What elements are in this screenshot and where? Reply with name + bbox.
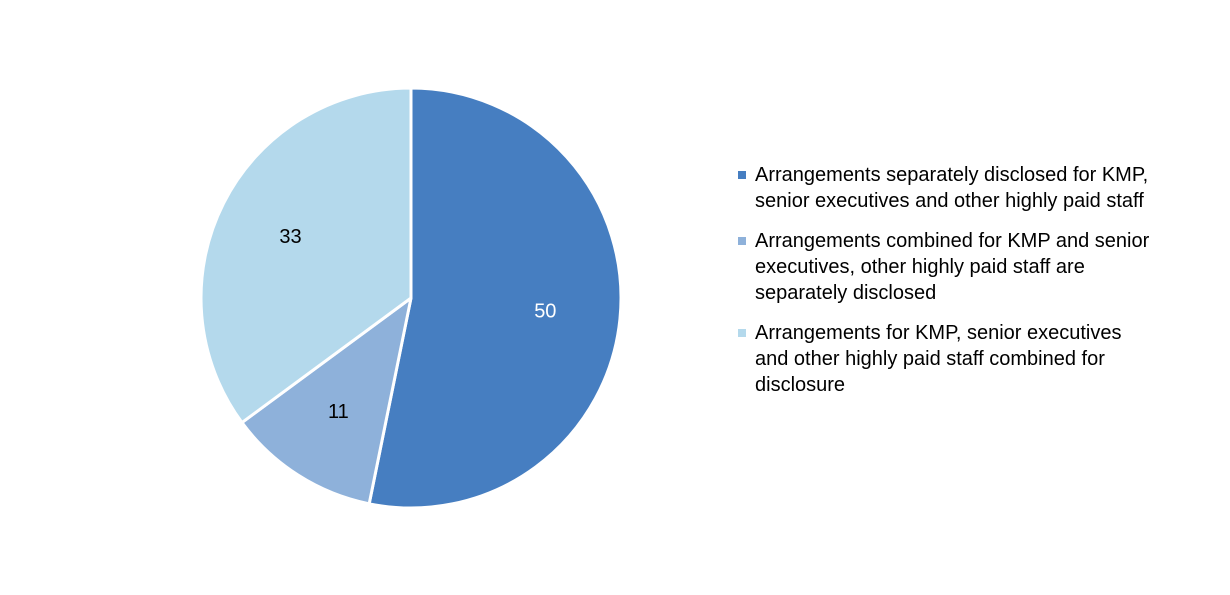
pie-slice-2 (199, 86, 413, 425)
pie-slices (199, 86, 623, 510)
legend-label: Arrangements combined for KMP and senior… (755, 230, 1150, 304)
pie-data-label-2: 33 (279, 226, 301, 248)
legend-swatch-separately-disclosed (738, 171, 746, 179)
chart-legend: Arrangements separately disclosed for KM… (738, 162, 1158, 412)
legend-item: Arrangements separately disclosed for KM… (738, 162, 1158, 214)
legend-label: Arrangements separately disclosed for KM… (755, 164, 1149, 212)
pie-data-label-1: 11 (328, 401, 349, 423)
legend-item: Arrangements for KMP, senior executives … (738, 320, 1158, 398)
legend-swatch-all-combined (738, 329, 746, 337)
legend-item: Arrangements combined for KMP and senior… (738, 228, 1158, 306)
pie-data-label-0: 50 (534, 301, 556, 323)
legend-label: Arrangements for KMP, senior executives … (755, 322, 1122, 396)
pie-data-labels: 50 11 33 (279, 226, 556, 423)
pie-slice-0 (367, 86, 623, 510)
legend-swatch-combined-kmp-senior (738, 237, 746, 245)
pie-slice-1 (240, 296, 413, 506)
